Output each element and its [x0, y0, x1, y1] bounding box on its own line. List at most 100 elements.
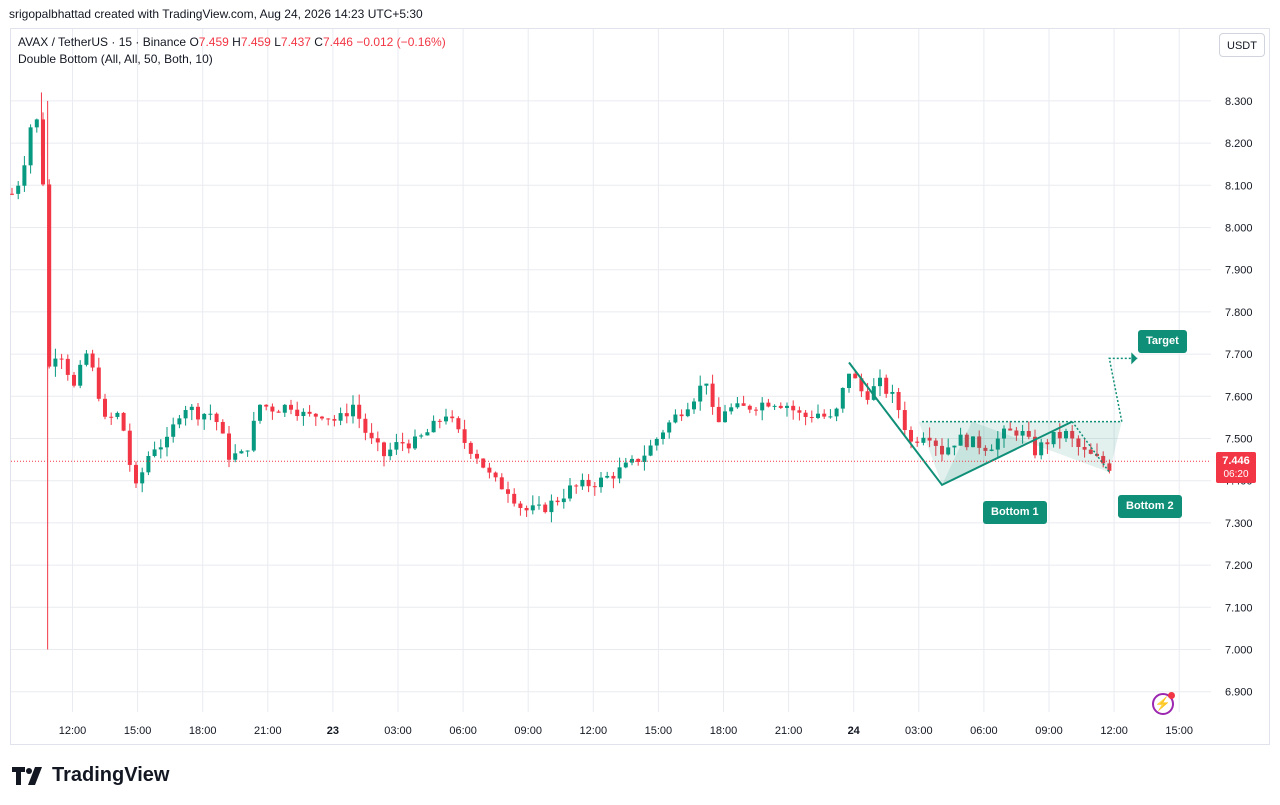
y-tick-label: 8.300 — [1225, 96, 1253, 108]
candle-body — [834, 408, 839, 417]
candle-body — [1020, 431, 1025, 436]
candle-body — [896, 392, 901, 411]
candle-body — [716, 406, 721, 423]
y-tick-label: 8.000 — [1225, 223, 1253, 235]
x-tick-label: 12:00 — [580, 725, 608, 737]
tv-logo-icon — [12, 766, 42, 785]
candle-body — [245, 450, 250, 452]
candle-body — [797, 410, 802, 413]
candle-body — [115, 412, 120, 417]
candle-body — [952, 445, 957, 448]
x-tick-label: 12:00 — [59, 725, 87, 737]
candle-body — [859, 378, 864, 392]
alert-bolt-icon[interactable]: ⚡ — [1152, 692, 1175, 715]
candle-body — [375, 438, 380, 443]
candle-body — [555, 500, 560, 503]
candle-body — [853, 373, 858, 379]
candle-body — [251, 420, 256, 451]
candle-body — [34, 119, 39, 128]
y-tick-label: 8.100 — [1225, 180, 1253, 192]
change-value: −0.012 (−0.16%) — [356, 35, 446, 49]
candle-body — [741, 403, 746, 406]
candle-body — [332, 419, 337, 421]
candle-body — [264, 404, 269, 407]
candle-body — [772, 405, 777, 407]
candle-body — [127, 430, 132, 465]
pattern-fill — [942, 421, 1122, 485]
candle-body — [927, 437, 932, 441]
candle-body — [28, 127, 33, 166]
x-tick-label: 21:00 — [775, 725, 803, 737]
candle-body — [710, 383, 715, 407]
chart-frame — [10, 28, 1270, 745]
candle-body — [183, 410, 188, 419]
candle-body — [59, 358, 64, 360]
candle-body — [220, 422, 225, 434]
last-price-value: 7.446 — [1222, 455, 1250, 467]
candle-body — [940, 445, 944, 455]
candle-body — [933, 440, 938, 446]
y-tick-label: 7.800 — [1225, 307, 1253, 319]
candle-body — [109, 416, 114, 418]
candle-body — [568, 485, 572, 499]
candle-body — [1088, 449, 1093, 454]
candle-body — [78, 364, 83, 386]
candle-body — [679, 414, 684, 417]
candle-body — [202, 413, 207, 420]
candle-body — [902, 410, 907, 431]
bottom2-label: Bottom 2 — [1118, 495, 1182, 518]
candle-body — [623, 462, 628, 468]
candle-body — [828, 416, 833, 418]
candle-body — [419, 435, 424, 437]
candle-body — [599, 477, 603, 488]
candle-body — [537, 504, 541, 506]
y-tick-label: 7.300 — [1225, 518, 1253, 530]
tradingview-logo[interactable]: TradingView — [12, 764, 169, 787]
candle-body — [369, 432, 374, 439]
x-tick-label: 09:00 — [1035, 725, 1063, 737]
candle-body — [103, 398, 107, 417]
candle-body — [41, 119, 45, 185]
x-tick-label: 15:00 — [124, 725, 152, 737]
candle-body — [667, 422, 672, 433]
y-tick-label: 7.900 — [1225, 265, 1253, 277]
candle-body — [636, 458, 641, 463]
candle-body — [158, 447, 163, 450]
candle-body — [177, 418, 182, 425]
currency-button[interactable]: USDT — [1219, 33, 1265, 57]
attribution-text: srigopalbhattad created with TradingView… — [9, 7, 423, 21]
candle-body — [1057, 431, 1062, 439]
candle-body — [692, 401, 696, 410]
candle-body — [96, 367, 101, 399]
candle-body — [723, 411, 727, 423]
candle-body — [90, 353, 95, 368]
candle-body — [72, 374, 76, 386]
candle-body — [388, 449, 393, 457]
candle-body — [760, 402, 765, 411]
candle-body — [685, 409, 690, 417]
candle-body — [983, 447, 988, 451]
candle-body — [735, 403, 740, 408]
candle-body — [822, 413, 827, 417]
target-label: Target — [1138, 330, 1187, 353]
candlesticks — [10, 92, 1112, 650]
candle-body — [363, 418, 368, 433]
candle-body — [871, 386, 876, 400]
candle-body — [16, 185, 21, 194]
candle-body — [989, 449, 994, 451]
candle-body — [648, 445, 653, 456]
indicator-label[interactable]: Double Bottom (All, All, 50, Both, 10) — [18, 52, 213, 66]
pattern-line-dotted — [1071, 421, 1111, 473]
candle-body — [289, 404, 293, 410]
candle-body — [605, 475, 610, 478]
candle-body — [22, 165, 27, 186]
candle-body — [394, 442, 399, 450]
candle-body — [654, 438, 659, 446]
candle-body — [214, 413, 219, 423]
symbol-label[interactable]: AVAX / TetherUS · 15 · Binance — [18, 35, 187, 49]
candle-body — [351, 404, 355, 417]
y-tick-label: 7.200 — [1225, 560, 1253, 572]
candle-body — [338, 413, 343, 421]
close-label: C — [314, 35, 323, 49]
